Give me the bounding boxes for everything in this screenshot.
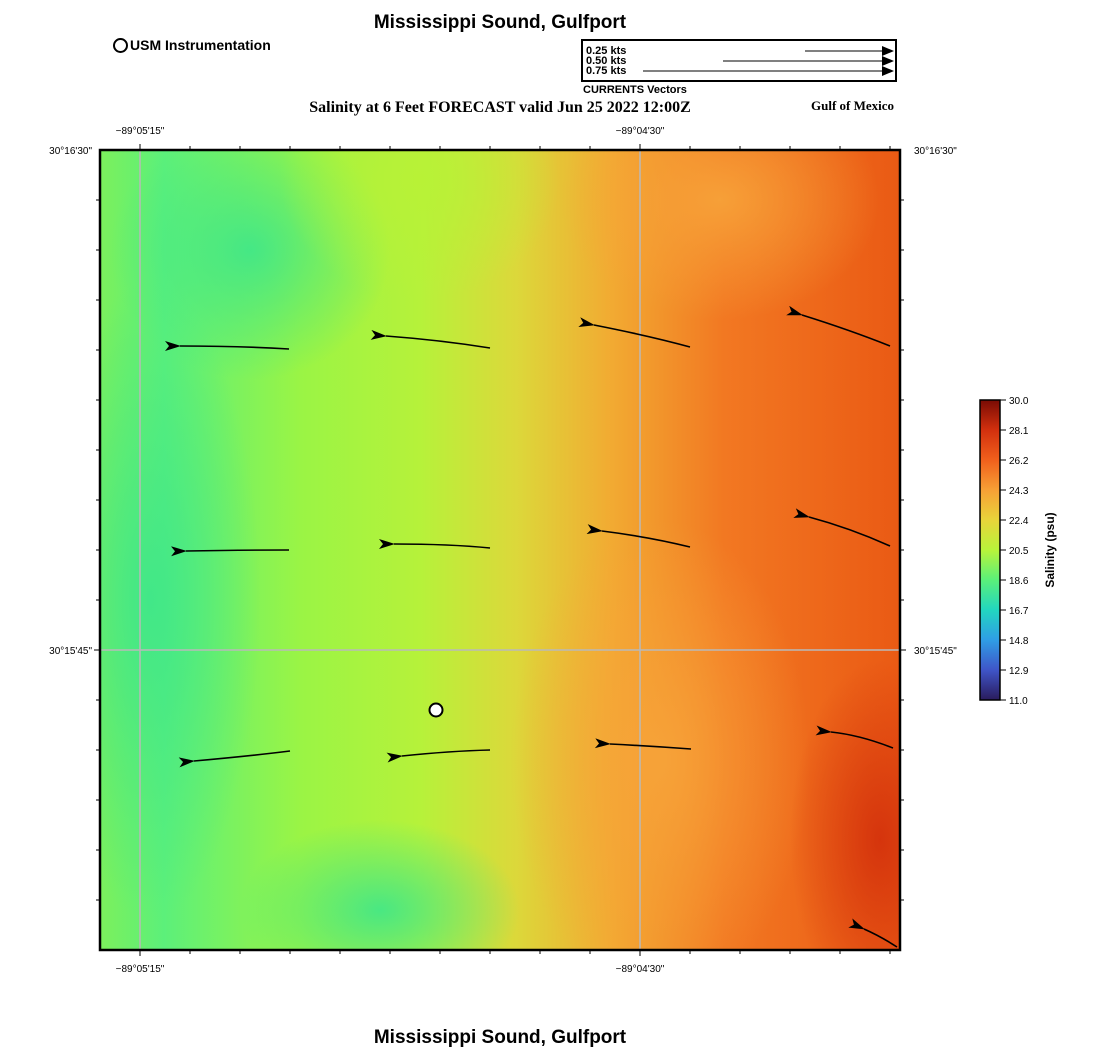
current-vector [178,750,291,768]
vector-legend-entry: 0.50 kts [586,55,627,67]
vector-legend-entry: 0.25 kts [586,45,627,57]
frame-ticks [94,144,906,956]
current-vector [164,340,290,351]
top-tick-label: −89°04'30" [616,126,665,137]
current-vector [815,725,894,749]
colorbar-tick-label: 20.5 [1009,546,1029,557]
colorbar-tick-label: 14.8 [1009,636,1029,647]
colorbar-tick-label: 18.6 [1009,576,1029,587]
bottom-tick-label: −89°04'30" [616,964,665,975]
current-vector [578,317,691,348]
bottom-tick-label: −89°05'15" [116,964,165,975]
hollow-circle-icon [113,38,128,53]
colorbar-ramp [979,399,1001,701]
colorbar-tick-label: 16.7 [1009,606,1029,617]
colorbar-tick-label: 24.3 [1009,486,1029,497]
vector-legend-entry: 0.75 kts [586,65,627,77]
station-legend-label: USM Instrumentation [130,37,271,53]
salinity-field [100,150,900,950]
map-subtitle: Salinity at 6 Feet FORECAST valid Jun 25… [309,99,691,116]
current-vector [386,749,491,763]
vector-legend-box: 0.25 kts 0.50 kts 0.75 kts [581,39,897,82]
vector-legend-caption: CURRENTS Vectors [583,84,687,96]
current-vector [594,738,692,750]
right-tick-label: 30°16'30" [914,146,957,157]
map-title: Mississippi Sound, Gulfport [373,12,627,33]
colorbar-tick-label: 22.4 [1009,516,1029,527]
current-vectors [164,305,898,948]
colorbar-tick-label: 11.0 [1009,696,1028,707]
top-tick-label: −89°05'15" [116,126,165,137]
current-vector [170,546,290,557]
left-tick-label: 30°16'30" [49,146,92,157]
colorbar-label: Salinity (psu) [1043,512,1057,587]
current-vector [848,918,898,948]
colorbar-tick-label: 12.9 [1009,666,1029,677]
colorbar-tick-label: 30.0 [1009,396,1029,407]
colorbar: 30.0 28.1 26.2 24.3 22.4 20.5 18.6 16.7 14.8 12.9… [979,396,1029,707]
right-tick-label: 30°15'45" [914,646,957,657]
current-vector [793,508,891,547]
map-footer-title: Mississippi Sound, Gulfport [373,1027,627,1048]
colorbar-tick-label: 26.2 [1009,456,1029,467]
current-vector [370,329,491,349]
current-vector [786,305,891,347]
graticule [100,150,900,950]
current-vector [378,538,491,549]
usm-station-marker[interactable] [428,702,444,718]
vector-legend-arrows [643,46,894,76]
colorbar-tick-label: 28.1 [1009,426,1029,437]
region-label: Gulf of Mexico [811,98,895,113]
current-vector [586,524,691,548]
left-tick-label: 30°15'45" [49,646,92,657]
